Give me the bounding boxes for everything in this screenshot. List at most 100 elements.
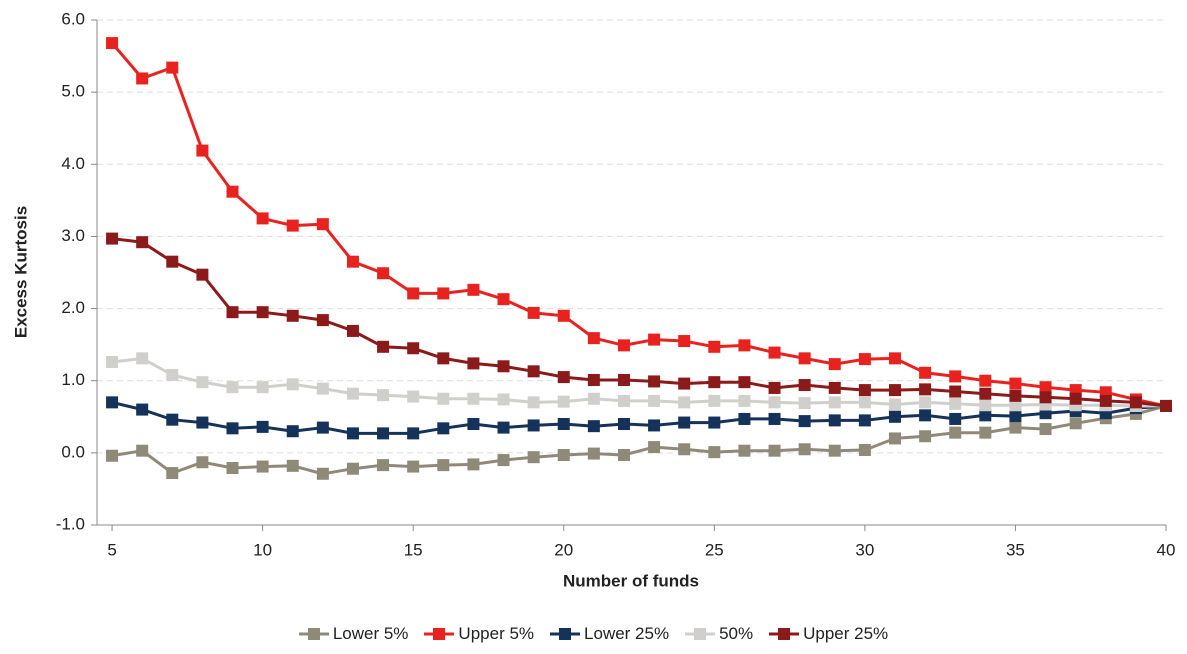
marker xyxy=(708,394,721,407)
marker xyxy=(858,396,871,409)
marker xyxy=(828,444,841,457)
marker xyxy=(316,382,329,395)
y-tick-label: 0.0 xyxy=(61,442,85,461)
marker xyxy=(798,443,811,456)
marker xyxy=(346,462,359,475)
legend-label: Lower 25% xyxy=(584,624,670,643)
marker xyxy=(587,373,600,386)
legend-key xyxy=(424,628,455,640)
y-tick-label: 6.0 xyxy=(61,9,85,28)
marker xyxy=(527,451,540,464)
marker xyxy=(587,447,600,460)
marker xyxy=(858,384,871,397)
x-tick-label: 40 xyxy=(1157,540,1176,559)
marker xyxy=(256,212,269,225)
marker xyxy=(467,357,480,370)
marker xyxy=(1039,391,1052,404)
marker xyxy=(648,441,661,454)
marker xyxy=(678,335,691,348)
marker xyxy=(316,218,329,231)
legend-label: Lower 5% xyxy=(332,624,409,643)
marker xyxy=(798,397,811,410)
marker xyxy=(196,268,209,281)
y-tick-label: 5.0 xyxy=(61,82,85,101)
marker xyxy=(1039,423,1052,436)
marker xyxy=(768,396,781,409)
legend-marker xyxy=(694,628,707,640)
marker xyxy=(888,352,901,365)
marker xyxy=(527,396,540,409)
marker xyxy=(738,339,751,352)
x-tick-label: 10 xyxy=(253,540,272,559)
marker xyxy=(1009,410,1022,423)
marker xyxy=(437,352,450,365)
marker xyxy=(557,371,570,384)
legend-item: Lower 25% xyxy=(550,624,669,644)
marker xyxy=(196,456,209,469)
marker xyxy=(678,443,691,456)
marker xyxy=(919,383,932,396)
marker xyxy=(136,236,149,249)
marker xyxy=(377,267,390,280)
marker xyxy=(708,446,721,459)
x-tick-label: 20 xyxy=(554,540,573,559)
marker xyxy=(858,353,871,366)
legend: Lower 5% Upper 5% Lower 25% 50% Upper 25% xyxy=(0,624,1187,644)
marker xyxy=(256,381,269,394)
marker xyxy=(557,418,570,430)
marker xyxy=(527,365,540,378)
marker xyxy=(888,432,901,445)
marker xyxy=(346,427,359,440)
marker xyxy=(738,444,751,457)
marker xyxy=(919,366,932,379)
marker xyxy=(166,413,179,426)
marker xyxy=(437,392,450,405)
marker xyxy=(316,467,329,480)
chart: Number of funds Excess Kurtosis -1.0 0.0 1… xyxy=(11,9,1176,590)
marker xyxy=(949,397,962,410)
marker xyxy=(1009,377,1022,390)
marker xyxy=(377,427,390,440)
marker xyxy=(678,416,691,429)
marker xyxy=(346,387,359,400)
marker xyxy=(106,396,119,409)
series xyxy=(106,37,1172,412)
x-tick-label: 35 xyxy=(1006,540,1025,559)
marker xyxy=(617,449,630,462)
marker xyxy=(708,340,721,353)
marker xyxy=(256,420,269,433)
x-axis-title: Number of funds xyxy=(563,571,699,590)
legend-item: Upper 5% xyxy=(424,624,534,644)
marker xyxy=(377,389,390,402)
marker xyxy=(678,396,691,409)
marker xyxy=(617,339,630,352)
marker xyxy=(166,61,179,74)
marker xyxy=(136,352,149,365)
marker xyxy=(617,394,630,407)
marker xyxy=(437,422,450,435)
marker xyxy=(437,287,450,300)
marker xyxy=(1160,399,1172,412)
marker xyxy=(648,333,661,346)
marker xyxy=(798,415,811,428)
x-tick-label: 5 xyxy=(107,540,116,559)
y-tick-label: 1.0 xyxy=(61,370,85,389)
marker xyxy=(106,449,119,462)
legend-label: Upper 5% xyxy=(458,624,535,643)
marker xyxy=(136,72,149,85)
marker xyxy=(828,381,841,394)
marker xyxy=(166,368,179,381)
legend-key xyxy=(685,628,716,640)
marker xyxy=(136,444,149,457)
marker xyxy=(768,412,781,425)
legend-marker xyxy=(778,628,791,640)
marker xyxy=(196,376,209,389)
y-tick-label: 2.0 xyxy=(61,298,85,317)
marker xyxy=(979,399,992,412)
marker xyxy=(557,449,570,462)
marker xyxy=(407,342,420,355)
marker xyxy=(497,360,510,373)
marker xyxy=(979,426,992,439)
x-tick-label: 25 xyxy=(705,540,724,559)
